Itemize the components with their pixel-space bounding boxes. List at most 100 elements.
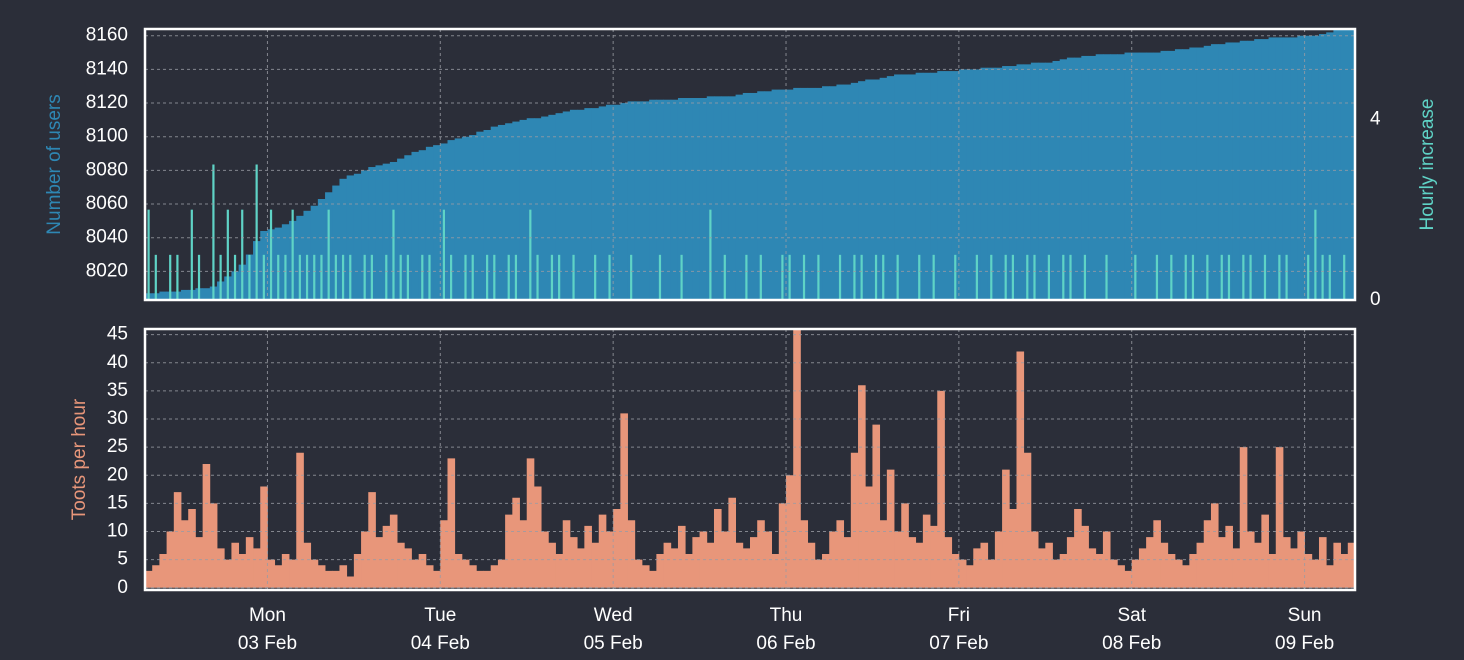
bar [930,72,938,300]
bar [212,164,215,300]
bar [1095,54,1104,301]
bar [375,537,384,588]
bar [159,291,168,300]
bar [1210,503,1219,588]
bar [680,254,683,300]
bar [706,542,715,588]
x-tick-label: Sat [1117,605,1146,626]
bar [728,497,736,588]
bar [1081,525,1089,588]
y-tick-label: 40 [107,352,128,373]
bar [454,138,463,300]
bar [1117,565,1125,588]
axis-label: Toots per hour [69,398,90,520]
bar [447,458,456,588]
bar [325,570,333,588]
bar [447,140,456,300]
bar [627,101,636,301]
bar [1131,559,1140,588]
bar [728,96,736,300]
x-tick-label: 05 Feb [584,633,643,654]
bar [723,254,726,300]
bar [1026,254,1029,300]
bar [1203,45,1212,300]
bar [1311,35,1320,301]
bar [793,329,801,588]
bar [1318,34,1327,301]
bar [555,113,564,300]
bar [425,146,434,300]
bar [392,209,395,300]
plot-frame [143,327,1357,592]
bar [1153,520,1161,588]
bar [1023,64,1032,300]
bar [461,136,470,300]
bar [145,570,153,588]
bar [1069,254,1072,300]
bar [505,123,513,301]
bar [1340,29,1349,300]
bar [822,86,830,300]
bar [908,537,917,588]
bar [1016,64,1025,300]
bar [397,542,405,588]
bar [850,82,859,300]
bar [1033,254,1036,300]
bar [829,86,837,300]
bar [1261,514,1269,588]
bar [1282,537,1291,588]
bar [656,99,664,301]
bar [1088,55,1097,301]
bar [1182,565,1190,588]
bar [879,520,888,588]
bar [493,254,496,300]
bar [1232,548,1241,588]
bar [1009,509,1017,588]
plot-frame [143,27,1357,302]
bar [469,565,477,588]
bar [262,254,265,300]
bar [260,486,268,588]
bar [658,254,662,300]
bar [512,497,520,588]
bar [274,565,283,588]
bar [1182,49,1190,300]
bar [1023,452,1032,588]
bar [1206,254,1209,300]
bar [1153,52,1161,300]
bar [930,525,938,588]
bar [742,92,751,300]
bar [882,254,885,300]
bar [1016,351,1025,588]
bar [577,548,585,588]
bar [490,565,499,588]
bar [291,209,294,300]
bar [397,158,405,300]
bar [233,254,237,300]
bar [1321,254,1324,300]
bar [226,209,229,300]
bar [411,151,420,300]
bar [245,537,254,588]
bar [994,67,1003,300]
bar [1059,554,1068,588]
y-tick-label: 8160 [86,25,128,46]
bar [572,254,575,300]
bar [1343,254,1346,300]
bar [1340,554,1349,588]
bar [327,209,330,300]
bar [858,81,866,301]
bar [176,254,179,300]
bar [541,531,549,588]
bar [1275,447,1284,588]
bar [361,531,369,588]
bar [298,254,301,300]
bar [1275,37,1284,301]
bar [1146,52,1154,300]
y-tick-label: 8120 [86,92,128,113]
bar [519,520,528,588]
bar [1268,37,1277,301]
bar [1110,559,1118,588]
bar [735,542,744,588]
